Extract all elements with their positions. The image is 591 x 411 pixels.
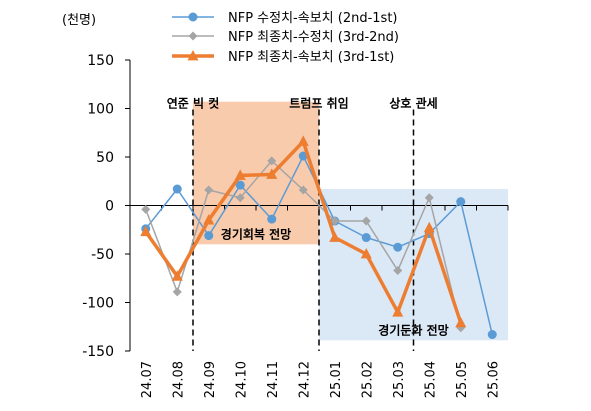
data-point	[267, 214, 277, 224]
legend-item-3: NFP 최종치-속보치 (3rd-1st)	[172, 49, 394, 65]
y-unit-label: (천명)	[62, 13, 96, 28]
x-tick-label: 25.04	[423, 361, 438, 398]
data-point	[456, 197, 466, 207]
data-point	[140, 225, 152, 237]
data-point	[298, 185, 308, 195]
legend-item-2: NFP 최종치-수정치 (3rd-2nd)	[172, 30, 399, 45]
y-tick-label: -50	[91, 247, 114, 263]
data-point	[297, 135, 309, 146]
data-point	[393, 265, 403, 275]
legend-label: NFP 최종치-속보치 (3rd-1st)	[228, 50, 394, 65]
x-tick-label: 24.11	[266, 361, 281, 398]
data-point	[455, 316, 467, 328]
series-lines	[140, 135, 497, 340]
data-point	[204, 231, 214, 241]
y-tick-label: 100	[87, 102, 114, 118]
legend-swatch-marker	[188, 31, 198, 41]
x-tick-label: 25.06	[486, 361, 501, 398]
y-tick-label: -100	[82, 296, 114, 312]
x-tick-label: 24.07	[140, 361, 155, 398]
x-tick-label: 25.05	[455, 361, 470, 398]
data-point	[329, 231, 341, 242]
data-point	[392, 306, 404, 317]
series-3	[140, 135, 467, 328]
data-point	[172, 184, 182, 194]
axes: 150 100 50 0 -50 -100 -150 24.07 24.08 24.09 24.10…	[82, 53, 509, 398]
data-point	[235, 180, 245, 190]
data-point	[487, 330, 497, 340]
data-point	[330, 216, 340, 226]
region-label-1: 경기회복 전망	[221, 226, 291, 241]
data-point	[424, 193, 434, 203]
event-markers: 연준 빅 컷 트럼프 취임 상호 관세	[167, 96, 438, 351]
x-tick-label: 25.02	[360, 361, 375, 398]
data-point	[141, 204, 151, 214]
x-tick-label: 24.10	[234, 361, 249, 398]
data-point	[203, 214, 215, 225]
legend-swatch-marker	[188, 12, 198, 22]
data-point	[204, 185, 214, 195]
event-label-3: 상호 관세	[389, 96, 437, 111]
data-point	[171, 270, 183, 281]
x-tick-label: 24.09	[203, 361, 218, 398]
y-tick-label: -150	[82, 344, 114, 360]
x-tick-label: 25.03	[392, 361, 407, 398]
data-point	[266, 168, 278, 179]
data-point	[267, 156, 277, 166]
data-point	[172, 287, 182, 297]
data-point	[393, 242, 403, 252]
event-label-2: 트럼프 취임	[289, 96, 348, 111]
event-label-1: 연준 빅 컷	[167, 96, 220, 111]
legend-item-1: NFP 수정치-속보치 (2nd-1st)	[172, 11, 398, 26]
y-tick-label: 0	[105, 199, 114, 215]
legend-swatch-marker	[187, 49, 199, 61]
x-tick-label: 24.12	[297, 361, 312, 398]
legend-label: NFP 최종치-수정치 (3rd-2nd)	[228, 30, 399, 45]
data-point	[235, 193, 245, 203]
y-tick-label: 50	[96, 150, 114, 166]
shaded-region-1	[193, 101, 319, 245]
series-2	[141, 156, 466, 333]
legend: NFP 수정치-속보치 (2nd-1st) NFP 최종치-수정치 (3rd-2n…	[172, 11, 399, 65]
data-point	[423, 221, 435, 233]
legend-label: NFP 수정치-속보치 (2nd-1st)	[228, 11, 398, 26]
x-tick-label: 24.08	[171, 361, 186, 398]
data-point	[234, 169, 246, 180]
y-tick-label: 150	[87, 53, 114, 69]
data-point	[360, 247, 372, 259]
data-point	[361, 216, 371, 226]
x-tick-label: 25.01	[329, 361, 344, 398]
data-point	[361, 233, 371, 243]
